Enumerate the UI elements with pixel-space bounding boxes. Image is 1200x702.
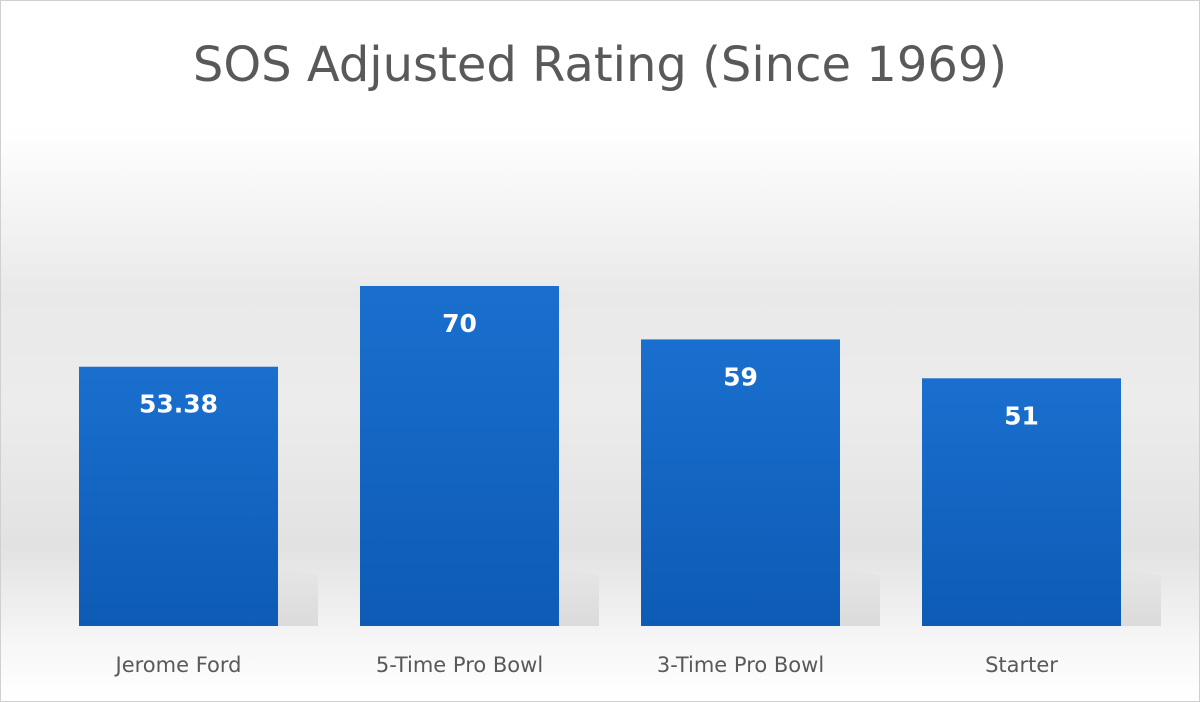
bar-5-time-pro-bowl — [360, 286, 559, 626]
category-label-5-time-pro-bowl: 5-Time Pro Bowl — [376, 653, 543, 677]
category-label-starter: Starter — [985, 653, 1058, 677]
bar-shadow-starter — [1121, 566, 1161, 626]
bar-shadow-3-time-pro-bowl — [840, 566, 880, 626]
bars-group — [79, 286, 1121, 626]
bar-shadows — [278, 566, 1161, 626]
bar-shadow-jerome-ford — [278, 566, 318, 626]
value-label-5-time-pro-bowl: 70 — [442, 309, 477, 338]
category-labels-group: Jerome Ford 5-Time Pro Bowl 3-Time Pro Bow… — [114, 653, 1059, 677]
bar-3-time-pro-bowl — [641, 339, 840, 626]
chart-title: SOS Adjusted Rating (Since 1969) — [192, 37, 1008, 93]
bar-jerome-ford — [79, 366, 278, 626]
category-label-3-time-pro-bowl: 3-Time Pro Bowl — [657, 653, 824, 677]
bar-shadow-5-time-pro-bowl — [559, 566, 599, 626]
value-label-jerome-ford: 53.38 — [139, 390, 218, 419]
value-label-3-time-pro-bowl: 59 — [723, 362, 758, 391]
bar-starter — [922, 378, 1121, 626]
category-label-jerome-ford: Jerome Ford — [114, 653, 242, 677]
value-labels-group: 53.38 70 59 51 — [139, 309, 1039, 430]
value-label-starter: 51 — [1004, 401, 1039, 430]
